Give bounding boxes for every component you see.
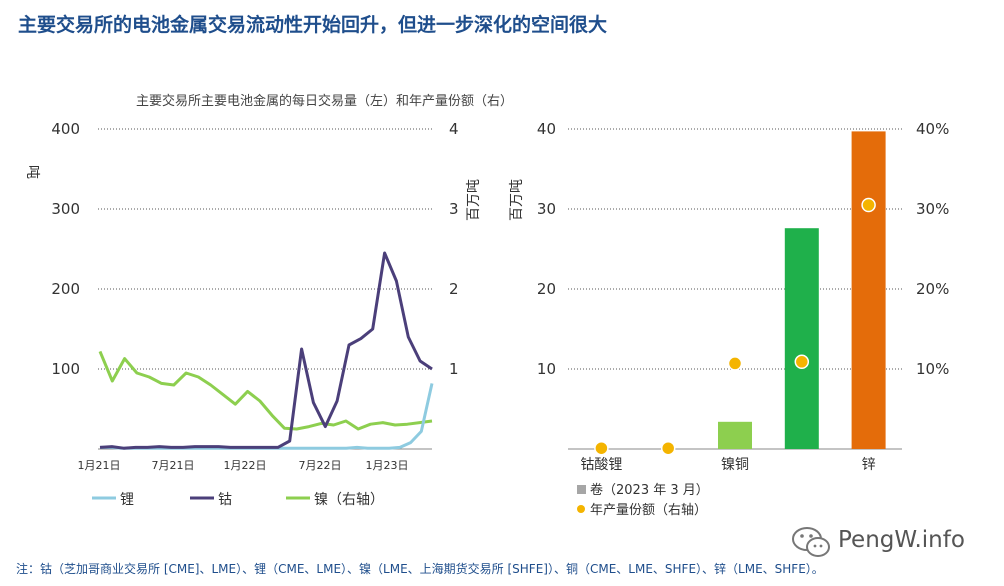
- y-tick-label: 300: [51, 200, 80, 218]
- bar: [784, 228, 819, 449]
- watermark-text: PengW.info: [838, 527, 965, 553]
- y-axis-label: 百万吨: [509, 179, 525, 221]
- x-tick-label: 镍铜: [721, 457, 749, 473]
- x-tick-label: 1月21日: [78, 459, 121, 472]
- y-tick-label: 100: [51, 360, 80, 378]
- series-line-0: [100, 383, 434, 450]
- x-tick-label: 1月22日: [224, 459, 267, 472]
- y-tick-label: 40: [537, 120, 556, 138]
- y2-tick-label: 4: [449, 120, 459, 138]
- chart-subtitle: 主要交易所主要电池金属的每日交易量（左）和年产量份额（右）: [136, 94, 514, 109]
- y2-tick-label: 2: [449, 280, 459, 298]
- share-point: [861, 197, 876, 213]
- series-line-2: [98, 350, 433, 431]
- y-tick-label: 30: [537, 200, 556, 218]
- y-axis-label: 吨: [24, 165, 40, 179]
- x-tick-label: 7月21日: [152, 459, 195, 472]
- series-line-1: [99, 251, 433, 450]
- y2-tick-label: 1: [449, 360, 459, 378]
- wechat-icon: [792, 527, 830, 557]
- bar: [851, 131, 886, 449]
- y2-tick-label: 30%: [916, 200, 949, 218]
- share-point: [727, 356, 743, 371]
- legend-label: 锂: [120, 492, 134, 508]
- legend-label: 镍（右轴）: [314, 492, 384, 508]
- bar: [718, 421, 752, 449]
- legend-label: 钴: [218, 492, 232, 508]
- x-tick-label: 锌: [862, 457, 876, 473]
- footnote: 注：钴（芝加哥商业交易所 [CME]、LME）、锂（CME、LME）、镍（LME…: [16, 562, 824, 576]
- y-tick-label: 20: [537, 280, 556, 298]
- x-tick-label: 7月22日: [299, 459, 342, 472]
- y2-tick-label: 3: [449, 200, 459, 218]
- x-tick-label: 1月23日: [366, 459, 409, 472]
- y-tick-label: 400: [51, 120, 80, 138]
- legend-label: 卷（2023 年 3 月）: [590, 482, 709, 498]
- page-title: 主要交易所的电池金属交易流动性开始回升，但进一步深化的空间很大: [18, 14, 608, 36]
- share-point: [660, 440, 676, 456]
- legend-label: 年产量份额（右轴）: [590, 503, 707, 518]
- watermark: PengW.info: [790, 522, 990, 562]
- y-tick-label: 10: [537, 360, 556, 378]
- y2-axis-label: 百万吨: [466, 179, 482, 221]
- legend-swatch: [577, 485, 586, 494]
- y2-tick-label: 10%: [916, 360, 949, 378]
- legend-swatch: [577, 505, 585, 513]
- y-tick-label: 200: [51, 280, 80, 298]
- x-tick-label: 钴酸锂: [580, 457, 622, 473]
- y2-tick-label: 40%: [916, 120, 949, 138]
- y2-tick-label: 20%: [916, 280, 949, 298]
- share-point: [794, 354, 810, 370]
- share-point: [594, 440, 609, 456]
